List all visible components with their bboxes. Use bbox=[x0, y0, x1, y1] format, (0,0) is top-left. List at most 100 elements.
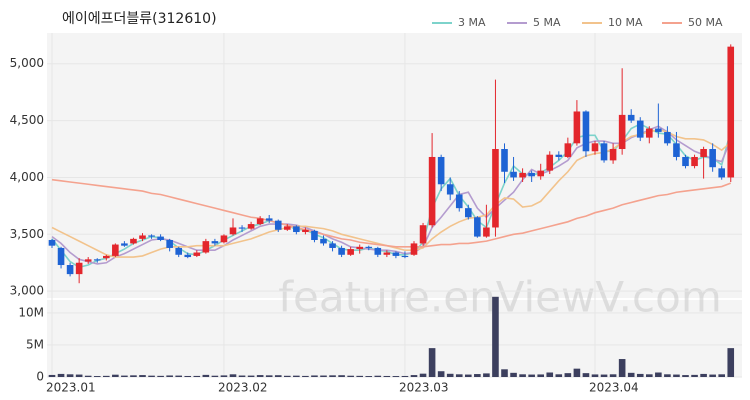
volume-tick-label: 10M bbox=[18, 305, 44, 319]
volume-bar bbox=[220, 375, 228, 377]
volume-bar bbox=[428, 348, 436, 377]
candle-body bbox=[356, 246, 363, 250]
volume-bar bbox=[383, 375, 391, 377]
candle-body bbox=[600, 143, 608, 161]
candle-body bbox=[437, 156, 445, 185]
candle-body bbox=[320, 238, 327, 244]
candle-body bbox=[483, 227, 490, 237]
volume-bar bbox=[338, 375, 345, 377]
candle-body bbox=[564, 143, 572, 157]
volume-bar bbox=[112, 374, 119, 377]
legend-label: 3 MA bbox=[458, 16, 486, 29]
volume-bar bbox=[519, 374, 526, 377]
volume-bar bbox=[582, 373, 590, 377]
candle-body bbox=[446, 184, 454, 195]
volume-bar bbox=[600, 374, 608, 377]
candle-body bbox=[528, 172, 535, 177]
candle-body bbox=[202, 241, 210, 253]
candle-body bbox=[474, 217, 481, 237]
candle-body bbox=[139, 235, 146, 239]
volume-bar bbox=[93, 376, 101, 377]
candle-body bbox=[727, 46, 735, 178]
volume-bar bbox=[374, 375, 382, 377]
candle-body bbox=[655, 128, 662, 132]
volume-bar bbox=[247, 375, 255, 377]
candle-body bbox=[410, 243, 418, 255]
volume-bar bbox=[311, 375, 318, 377]
candle-body bbox=[492, 149, 499, 228]
candle-body bbox=[48, 239, 56, 246]
volume-bar bbox=[356, 375, 363, 377]
volume-bar bbox=[691, 374, 698, 377]
candle-body bbox=[66, 265, 74, 275]
volume-bar bbox=[274, 375, 282, 377]
volume-bar bbox=[293, 375, 300, 377]
legend-label: 50 MA bbox=[688, 16, 723, 29]
volume-bar bbox=[148, 375, 155, 377]
y-tick-label: 4,000 bbox=[10, 170, 44, 184]
volume-bar bbox=[618, 359, 626, 377]
candle-body bbox=[546, 154, 554, 171]
x-tick-label: 2023.04 bbox=[589, 381, 639, 395]
price-panel bbox=[47, 33, 742, 298]
volume-bar bbox=[591, 374, 599, 377]
chart-title: 에이에프더블류(312610) bbox=[62, 11, 217, 27]
candle-body bbox=[501, 149, 508, 172]
candle-body bbox=[220, 235, 228, 243]
volume-bar bbox=[700, 373, 707, 377]
candle-body bbox=[646, 128, 653, 138]
candle-body bbox=[338, 247, 345, 255]
candle-body bbox=[311, 230, 318, 240]
candle-body bbox=[555, 154, 563, 157]
candle-body bbox=[465, 208, 472, 218]
volume-bar bbox=[709, 374, 716, 377]
volume-bar bbox=[193, 375, 201, 377]
candle-body bbox=[256, 218, 264, 225]
volume-bar bbox=[184, 375, 192, 377]
x-tick-label: 2023.03 bbox=[399, 381, 449, 395]
volume-bar bbox=[302, 375, 309, 377]
candle-body bbox=[247, 224, 255, 229]
volume-bar bbox=[48, 374, 56, 377]
candle-body bbox=[618, 114, 626, 150]
candle-body bbox=[229, 227, 237, 235]
volume-bar bbox=[347, 375, 354, 377]
watermark: feature.enViewV.com bbox=[278, 273, 721, 322]
volume-bar bbox=[256, 375, 264, 377]
volume-bar bbox=[392, 376, 400, 377]
volume-bar bbox=[673, 374, 680, 377]
volume-bar bbox=[446, 373, 454, 377]
volume-bar bbox=[139, 375, 146, 377]
candle-body bbox=[75, 262, 83, 275]
volume-bar bbox=[84, 375, 92, 377]
ma-line bbox=[51, 125, 732, 265]
candle-body bbox=[148, 235, 155, 237]
candle-body bbox=[582, 111, 590, 152]
candle-body bbox=[121, 243, 128, 246]
volume-bar bbox=[646, 374, 653, 377]
candle-body bbox=[718, 168, 725, 178]
candle-body bbox=[519, 172, 526, 178]
volume-bar bbox=[103, 375, 110, 377]
volume-bar bbox=[537, 374, 544, 377]
candle-body bbox=[284, 226, 291, 230]
volume-bar bbox=[528, 374, 535, 377]
candle-body bbox=[691, 156, 698, 167]
candle-body bbox=[166, 239, 173, 248]
candle-body bbox=[374, 247, 382, 255]
candle-body bbox=[274, 220, 282, 230]
volume-bar bbox=[57, 373, 65, 377]
candle-body bbox=[193, 252, 201, 256]
candle-body bbox=[537, 170, 544, 177]
volume-bar bbox=[573, 368, 581, 377]
volume-bar bbox=[202, 374, 210, 377]
candle-body bbox=[211, 241, 219, 244]
x-tick-label: 2023.02 bbox=[218, 381, 268, 395]
volume-bar bbox=[130, 375, 137, 377]
volume-bar bbox=[636, 373, 644, 377]
volume-bar bbox=[474, 374, 481, 377]
volume-bar bbox=[229, 374, 237, 377]
candle-body bbox=[93, 259, 101, 261]
candle-body bbox=[673, 143, 680, 157]
